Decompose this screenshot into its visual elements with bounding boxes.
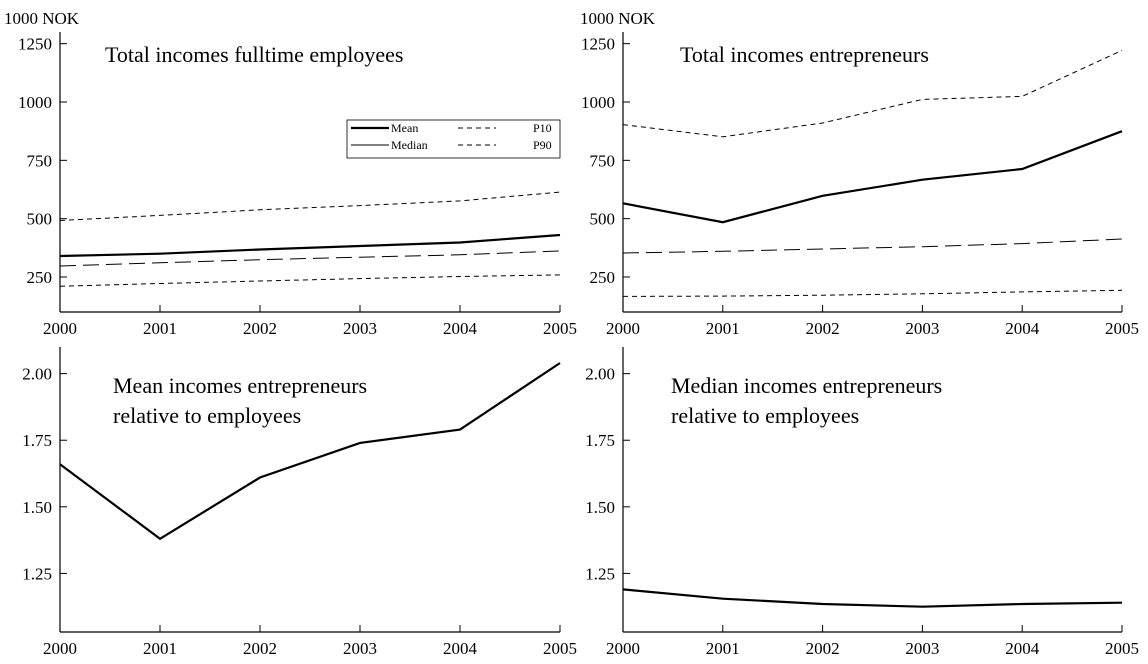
y-tick-label: 750 xyxy=(27,151,53,170)
y-tick-label: 1.75 xyxy=(22,431,52,450)
x-tick-label: 2004 xyxy=(1005,639,1040,658)
x-tick-label: 2001 xyxy=(143,639,177,658)
x-tick-label: 2001 xyxy=(706,639,740,658)
panel-title: Total incomes entrepreneurs xyxy=(680,42,929,67)
y-tick-label: 1.25 xyxy=(22,564,52,583)
x-tick-label: 2002 xyxy=(243,319,277,338)
x-tick-label: 2003 xyxy=(343,639,377,658)
x-tick-label: 2001 xyxy=(706,319,740,338)
x-tick-label: 2005 xyxy=(1105,319,1139,338)
series-line-median xyxy=(59,250,561,267)
y-tick-label: 250 xyxy=(27,268,53,287)
series-line-mean xyxy=(59,362,561,541)
y-tick-label: 1.50 xyxy=(22,498,52,517)
series-line-p90 xyxy=(59,191,561,221)
panel-title: Median incomes entrepreneurs xyxy=(671,373,942,398)
y-tick-label: 2.00 xyxy=(585,365,615,384)
x-tick-label: 2002 xyxy=(806,639,840,658)
y-tick-label: 1000 xyxy=(581,93,615,112)
y-tick-label: 750 xyxy=(590,151,616,170)
y-tick-label: 1.75 xyxy=(585,431,615,450)
series-line-p90 xyxy=(622,49,1123,138)
x-tick-label: 2003 xyxy=(343,319,377,338)
series-line-p10 xyxy=(622,289,1123,297)
x-tick-label: 2000 xyxy=(43,639,77,658)
series-line-p10 xyxy=(59,274,561,287)
x-tick-label: 2004 xyxy=(1005,319,1040,338)
x-tick-label: 2003 xyxy=(905,319,939,338)
x-tick-label: 2005 xyxy=(543,319,577,338)
y-tick-label: 1.50 xyxy=(585,498,615,517)
y-unit-label: 1000 NOK xyxy=(4,9,80,28)
x-tick-label: 2003 xyxy=(905,639,939,658)
y-tick-label: 1000 xyxy=(18,93,52,112)
x-tick-label: 2002 xyxy=(806,319,840,338)
y-tick-label: 1250 xyxy=(581,35,615,54)
x-tick-label: 2000 xyxy=(606,639,640,658)
x-tick-label: 2000 xyxy=(606,319,640,338)
x-tick-label: 2001 xyxy=(143,319,177,338)
panel-title: relative to employees xyxy=(113,403,301,428)
y-tick-label: 2.00 xyxy=(22,365,52,384)
panel-title: Total incomes fulltime employees xyxy=(105,42,403,67)
x-tick-label: 2000 xyxy=(43,319,77,338)
x-tick-label: 2005 xyxy=(543,639,577,658)
panel-title: Mean incomes entrepreneurs xyxy=(113,373,367,398)
y-tick-label: 1.25 xyxy=(585,564,615,583)
legend-entry: Median xyxy=(391,138,428,152)
y-tick-label: 1250 xyxy=(18,35,52,54)
y-tick-label: 500 xyxy=(27,210,53,229)
x-tick-label: 2004 xyxy=(443,639,478,658)
y-tick-label: 500 xyxy=(590,210,616,229)
series-line-mean xyxy=(59,233,561,258)
panel-title: relative to employees xyxy=(671,403,859,428)
y-tick-label: 250 xyxy=(590,268,616,287)
x-tick-label: 2002 xyxy=(243,639,277,658)
series-line-median xyxy=(622,238,1123,254)
x-tick-label: 2005 xyxy=(1105,639,1139,658)
x-tick-label: 2004 xyxy=(443,319,478,338)
legend-box xyxy=(346,119,561,159)
legend-entry: P90 xyxy=(533,138,552,152)
legend-entry: P10 xyxy=(533,121,552,135)
series-line-median xyxy=(622,588,1123,608)
legend-entry: Mean xyxy=(391,121,418,135)
y-unit-label: 1000 NOK xyxy=(580,9,656,28)
series-line-mean xyxy=(622,130,1123,224)
